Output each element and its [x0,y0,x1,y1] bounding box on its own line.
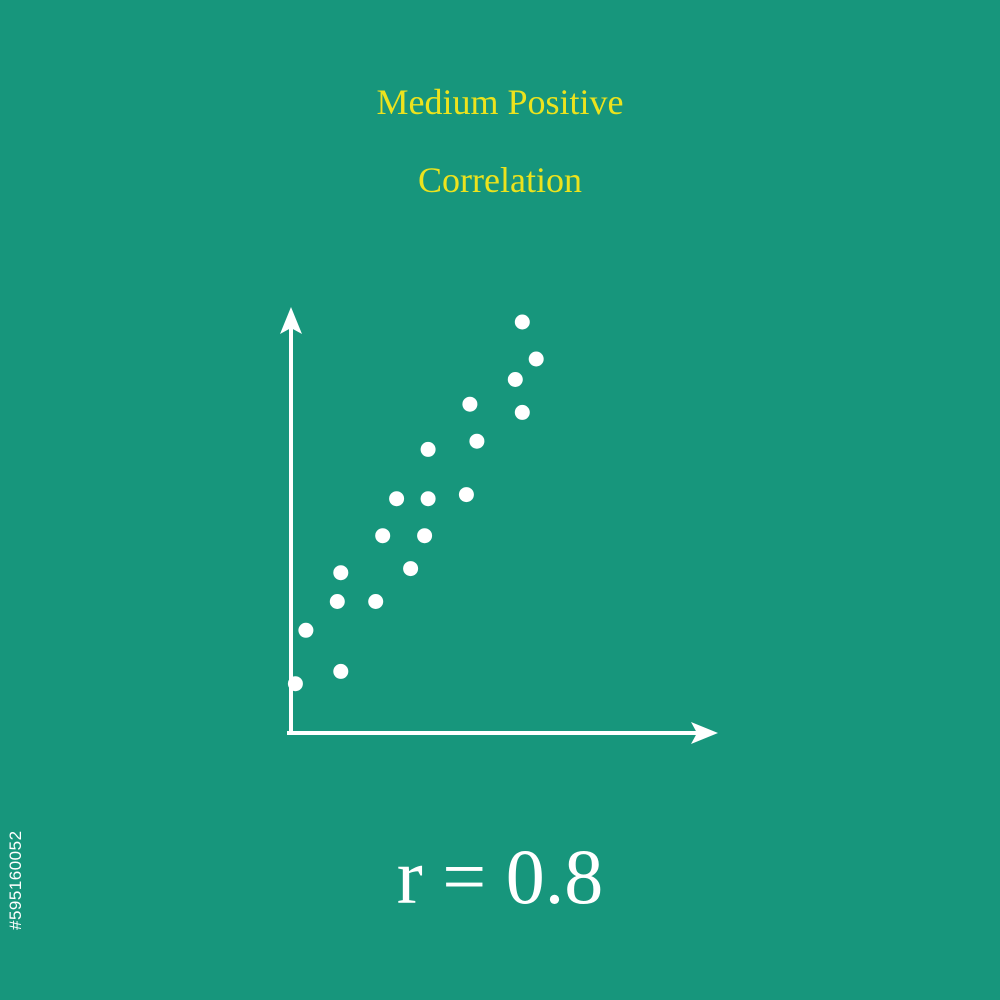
data-point [298,622,314,638]
chart-title-line-1: Medium Positive [376,82,624,122]
data-point [462,396,478,412]
data-point [368,594,384,609]
data-point [507,372,523,387]
data-point [389,491,405,507]
data-point [420,491,436,507]
data-point [333,663,349,679]
chart-title-line-2: Correlation [418,160,582,200]
axes [280,307,718,744]
data-point [417,528,433,544]
data-point [403,561,419,577]
data-point [333,565,349,581]
data-point [420,441,436,457]
data-point [329,594,345,609]
x-axis-arrow [691,722,718,744]
data-point [528,351,544,367]
data-point [287,676,303,692]
data-point [375,528,391,544]
data-points [287,314,544,692]
data-point [514,314,530,330]
data-point [514,404,530,420]
data-point [458,487,474,503]
correlation-coefficient: r = 0.8 [396,833,604,920]
y-axis-arrow [280,307,302,334]
stock-id-label: #595160052 [6,830,25,930]
data-point [469,433,485,449]
